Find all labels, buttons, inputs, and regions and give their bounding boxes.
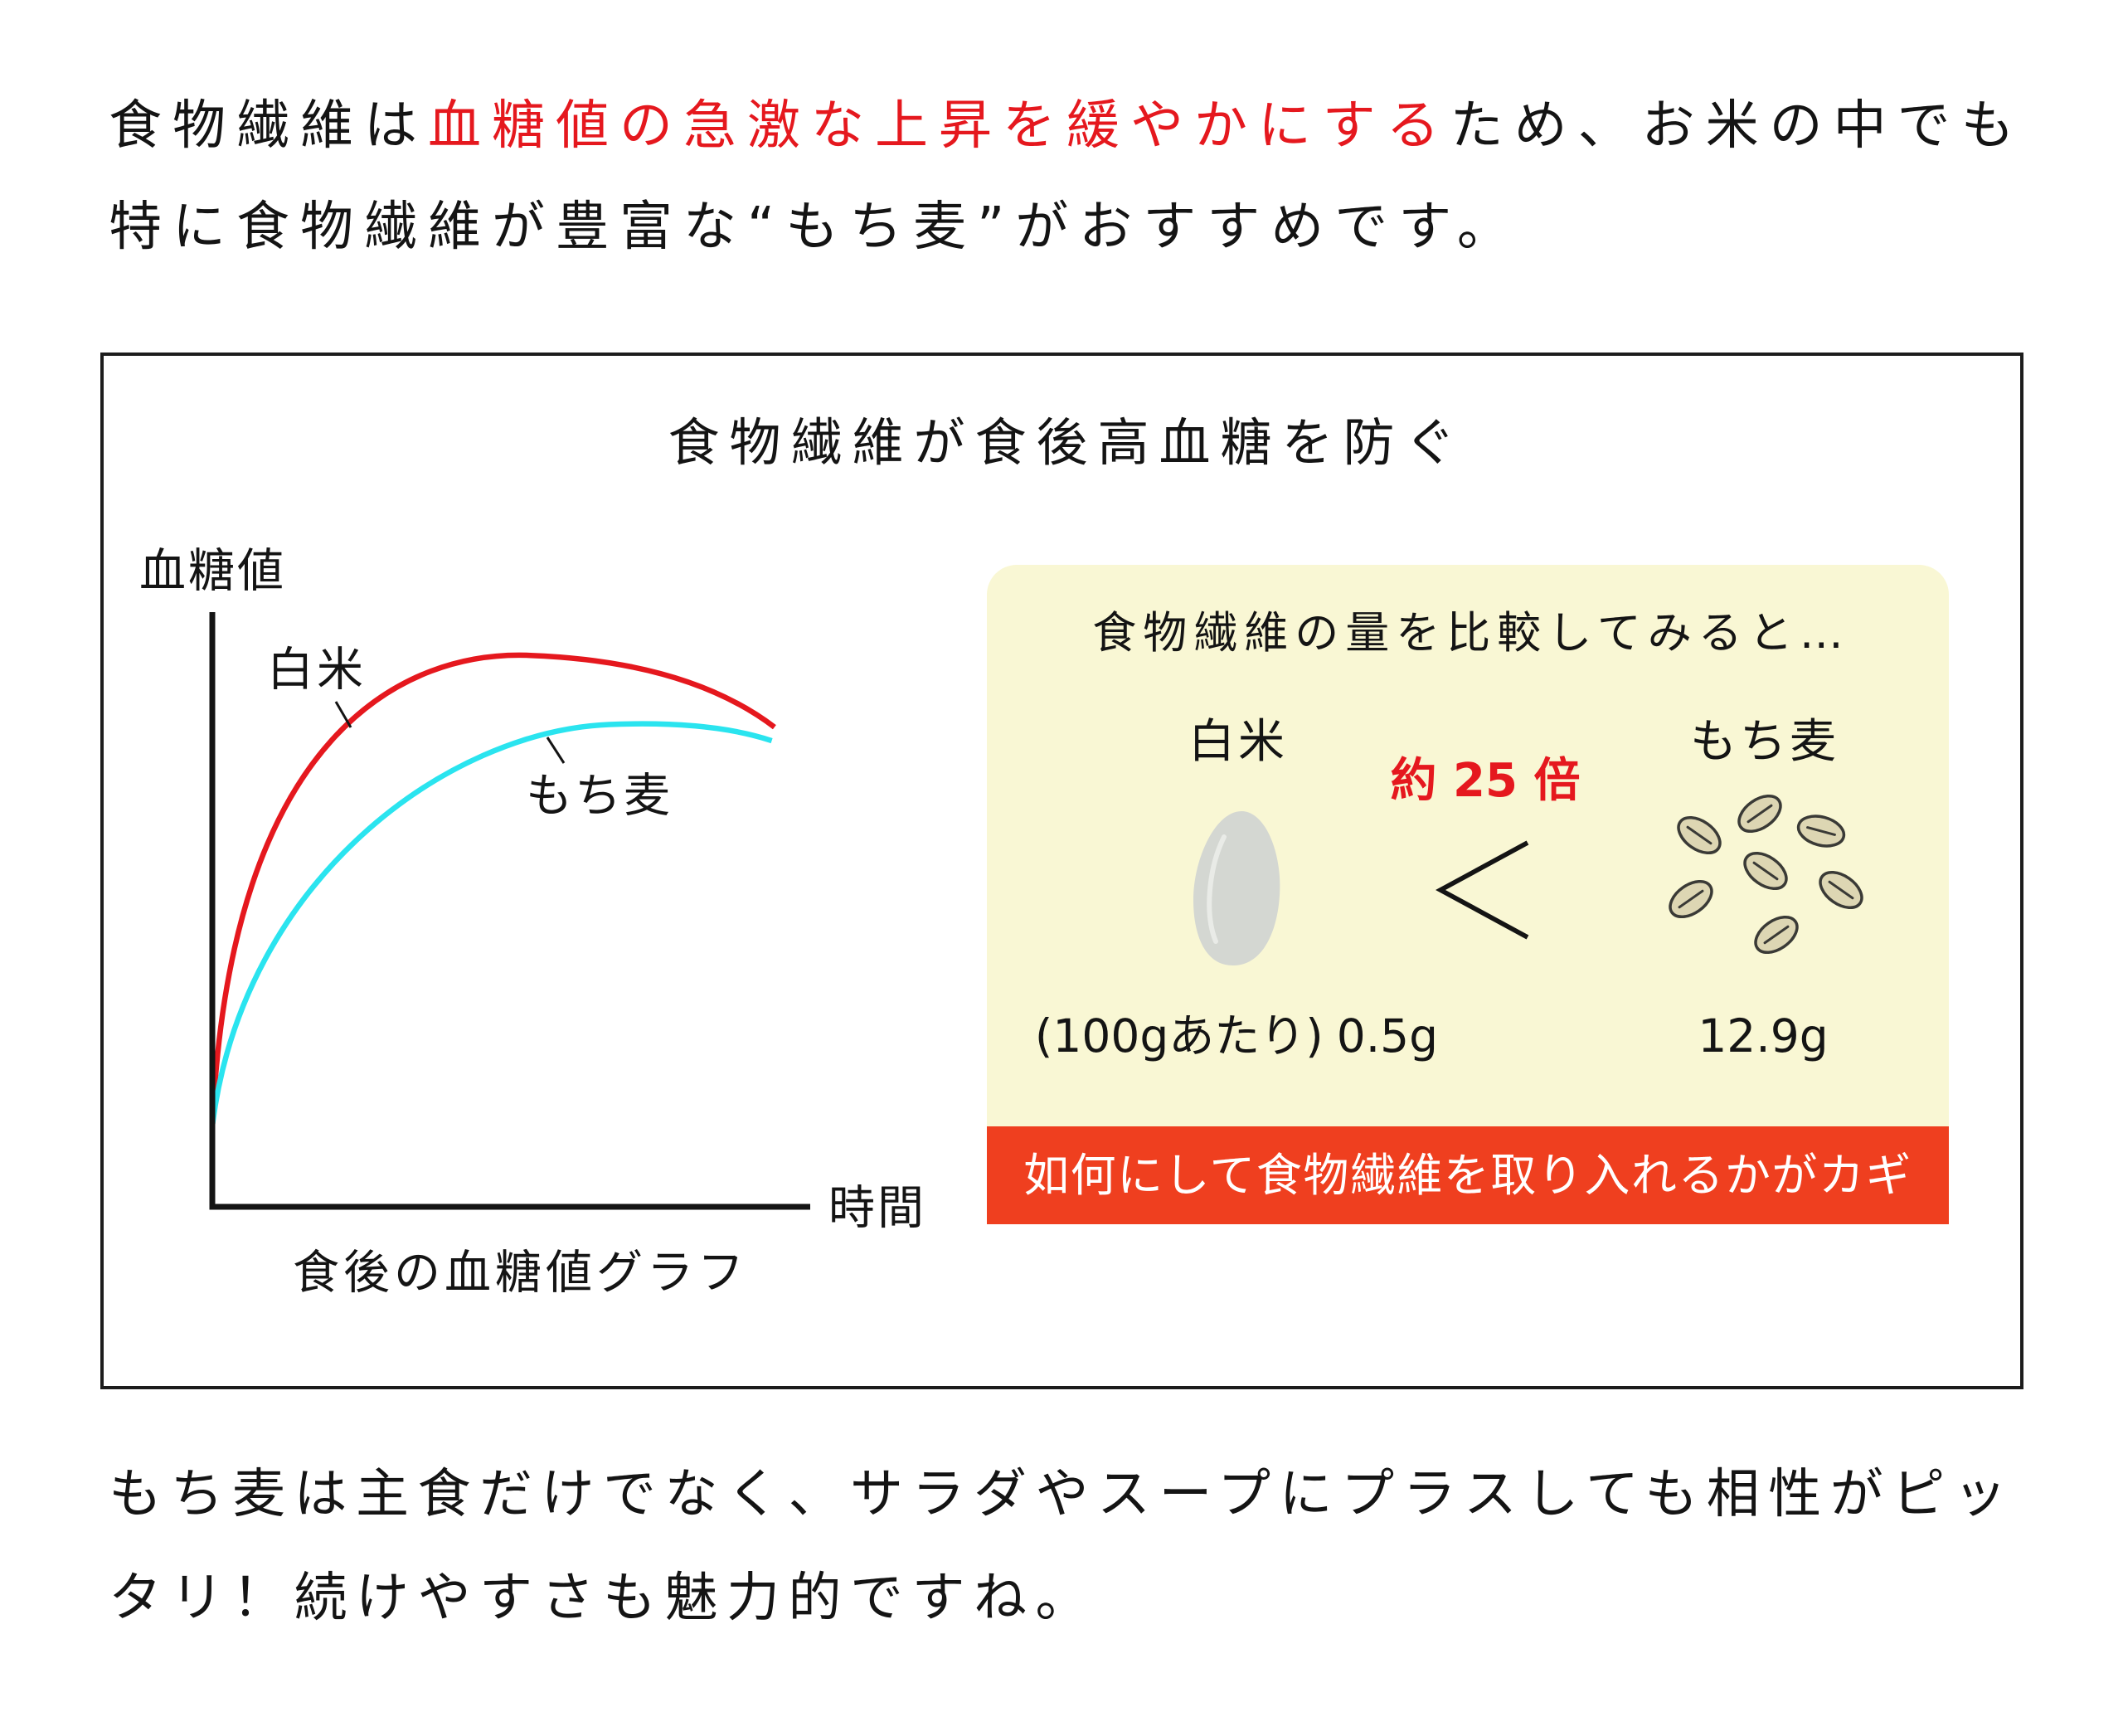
white-rice-label: 白米 xyxy=(1188,715,1288,769)
intro-line-1: 食物繊維は血糖値の急激な上昇を緩やかにするため、お米の中でも xyxy=(109,93,2025,159)
white-rice-leader-line xyxy=(334,701,352,728)
outro-line-2: タリ！続けやすさも魅力的ですね。 xyxy=(109,1568,1097,1629)
mochi-barley-curve xyxy=(210,721,773,1125)
amount-basis: (100gあたり) xyxy=(1034,1009,1324,1063)
rice-grain-icon xyxy=(1193,810,1280,966)
mochi-barley-fiber-value: 12.9g xyxy=(1698,1009,1829,1063)
barley-grain xyxy=(1754,915,1799,955)
graph-caption: 食後の血糖値グラフ xyxy=(293,1247,748,1301)
x-axis-label: 時間 xyxy=(828,1182,926,1236)
barley-grain xyxy=(1743,851,1788,891)
white-rice-curve-label: 白米 xyxy=(267,644,367,698)
comparison-heading: 食物繊維の量を比較してみると… xyxy=(1092,608,1850,659)
outro-line-1: もち麦は主食だけでなく、サラダやスープにプラスしても相性がピッ xyxy=(109,1464,2016,1525)
white-rice-curve xyxy=(210,652,776,1125)
less-than-icon xyxy=(1436,840,1529,940)
intro-text: ため、お米の中でも xyxy=(1450,95,2025,157)
barley-grain xyxy=(1669,879,1713,919)
barley-grain xyxy=(1796,815,1846,848)
infographic-frame: 食物繊維が食後高血糖を防ぐ 血糖値 時間 食後の血糖値グラフ 白米 もち麦 食物… xyxy=(100,353,2023,1389)
barley-grains-icon xyxy=(1669,794,1863,955)
intro-line-2: 特に食物繊維が豊富な“もち麦”がおすすめです。 xyxy=(109,197,1521,258)
mochi-barley-leader-line xyxy=(546,737,566,764)
mochi-barley-curve-label: もち麦 xyxy=(526,770,673,824)
barley-grain xyxy=(1819,870,1863,910)
white-rice-fiber-amount: (100gあたり) 0.5g xyxy=(1021,1007,1452,1065)
ratio-label: 約 25 倍 xyxy=(1390,754,1581,808)
intro-highlight-text: 血糖値の急激な上昇を緩やかにする xyxy=(428,95,1450,157)
barley-grain xyxy=(1737,794,1782,834)
white-rice-fiber-value: 0.5g xyxy=(1336,1009,1439,1063)
key-point-banner: 如何にして食物繊維を取り入れるかがカギ xyxy=(987,1126,1949,1224)
barley-grain xyxy=(1677,815,1722,855)
mochi-barley-label: もち麦 xyxy=(1690,715,1839,769)
fiber-comparison-panel: 食物繊維の量を比較してみると… 白米 約 25 倍 もち麦 (100gあたり) 0… xyxy=(987,565,1949,1224)
intro-text: 食物繊維は xyxy=(109,95,428,157)
y-axis-label: 血糖値 xyxy=(139,545,286,599)
blood-glucose-graph: 血糖値 時間 食後の血糖値グラフ 白米 もち麦 xyxy=(139,545,926,1301)
figure-title: 食物繊維が食後高血糖を防ぐ xyxy=(668,412,1466,473)
